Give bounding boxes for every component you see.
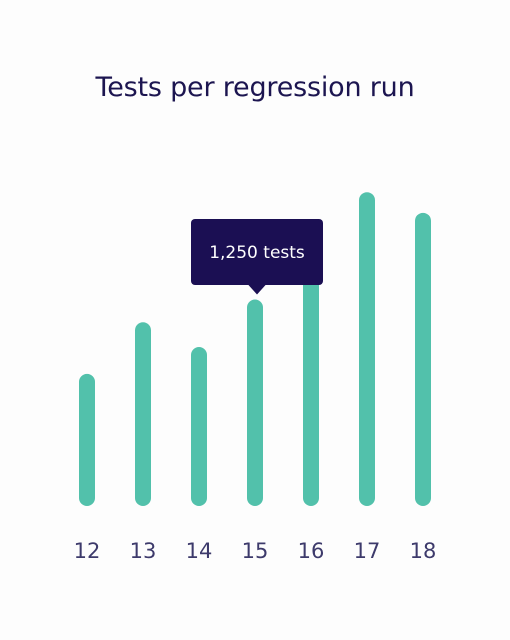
x-tick-label-12: 12	[74, 539, 101, 563]
x-tick-label-17: 17	[354, 539, 381, 563]
x-axis-ticks: 12 13 14 15 16 17 18	[74, 539, 437, 563]
tooltip: 1,250 tests	[191, 219, 323, 295]
x-tick-label-16: 16	[298, 539, 325, 563]
x-tick-label-14: 14	[186, 539, 213, 563]
x-tick-label-13: 13	[130, 539, 157, 563]
bars-group	[79, 192, 431, 506]
bar-13[interactable]	[135, 322, 151, 506]
bar-14[interactable]	[191, 347, 207, 506]
x-tick-label-18: 18	[410, 539, 437, 563]
tooltip-label: 1,250 tests	[209, 243, 305, 263]
bar-12[interactable]	[79, 373, 95, 506]
bar-16[interactable]	[303, 237, 319, 506]
tooltip-arrow	[248, 284, 266, 295]
chart-title: Tests per regression run	[95, 72, 415, 103]
bar-18[interactable]	[415, 212, 431, 506]
tooltip-box	[191, 219, 323, 285]
x-tick-label-15: 15	[242, 539, 269, 563]
bar-17[interactable]	[359, 192, 375, 506]
bar-15[interactable]	[247, 299, 263, 506]
